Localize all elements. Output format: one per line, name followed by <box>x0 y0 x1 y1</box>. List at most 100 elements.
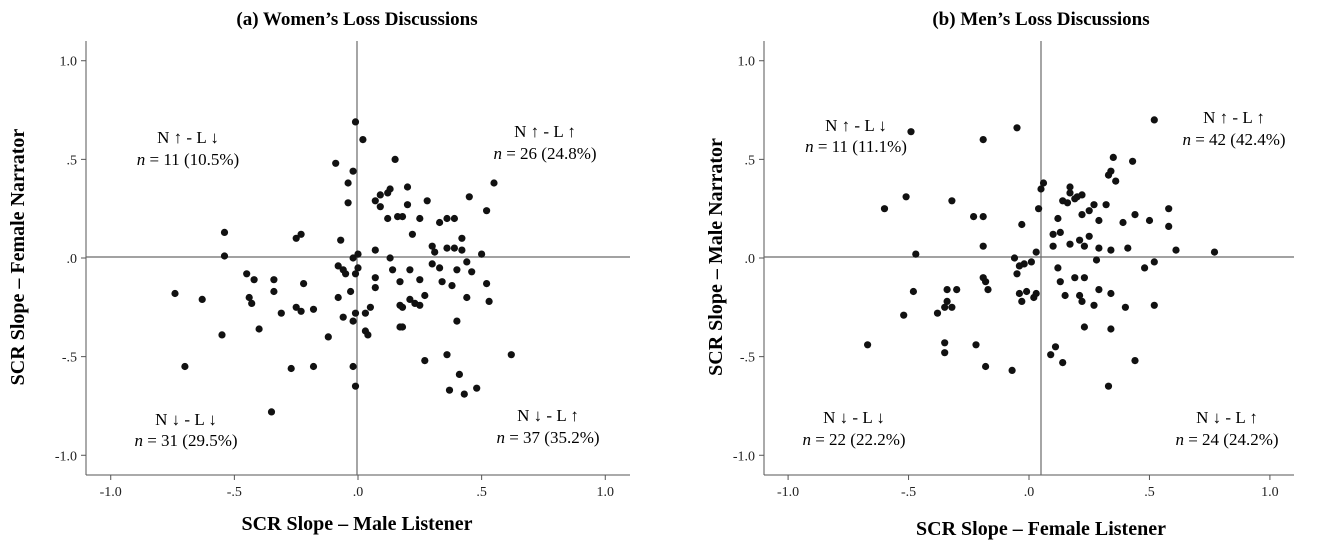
scatter-point <box>1165 222 1173 230</box>
scatter-point <box>443 351 451 359</box>
panel-b-q-top-right-count: n = 42 (42.4%) <box>1182 130 1285 149</box>
panel-b-points <box>864 116 1219 390</box>
scatter-point <box>354 250 362 258</box>
scatter-point <box>267 408 276 416</box>
scatter-point <box>416 301 424 309</box>
panel-a-q-top-left-count: n = 11 (10.5%) <box>137 150 239 169</box>
scatter-point <box>1020 260 1028 268</box>
scatter-point <box>1032 289 1040 298</box>
scatter-point <box>181 362 189 371</box>
panel-a-points <box>171 118 515 416</box>
scatter-point <box>909 287 917 296</box>
y-tick-label: -.5 <box>740 351 755 366</box>
scatter-point <box>1119 218 1127 227</box>
scatter-point <box>1035 205 1043 213</box>
scatter-point <box>902 193 910 201</box>
scatter-point <box>443 244 451 252</box>
y-tick-label: 1.0 <box>738 55 756 70</box>
scatter-point <box>391 155 399 163</box>
panel-b-q-top-left-heading: N ↑ - L ↓ <box>825 116 887 135</box>
scatter-point <box>948 197 956 205</box>
panel-a-q-bottom-left-heading: N ↓ - L ↓ <box>155 410 217 429</box>
scatter-point <box>984 286 992 294</box>
scatter-point <box>1141 264 1149 272</box>
panel-b-q-bottom-right-count: n = 24 (24.2%) <box>1175 430 1278 449</box>
scatter-point <box>1078 297 1086 305</box>
scatter-point <box>376 203 384 211</box>
scatter-point <box>398 213 407 221</box>
scatter-point <box>403 183 412 191</box>
scatter-point <box>371 246 379 254</box>
scatter-point <box>1049 242 1057 250</box>
scatter-point <box>900 311 908 319</box>
scatter-point <box>1090 301 1098 309</box>
panel-b-q-bottom-left-heading: N ↓ - L ↓ <box>823 408 885 427</box>
scatter-point <box>408 230 416 238</box>
y-tick-label: -.5 <box>62 351 77 366</box>
scatter-point <box>453 317 461 325</box>
scatter-point <box>1145 216 1154 225</box>
scatter-point <box>436 218 444 227</box>
scatter-point <box>255 325 263 333</box>
panel-a-title: (a) Women’s Loss Discussions <box>236 9 477 30</box>
scatter-point <box>1150 116 1158 124</box>
panel-b-y-axis-label: SCR Slope – Male Narrator <box>705 138 727 376</box>
scatter-point <box>1104 171 1113 179</box>
panel-a-q-bottom-right-heading: N ↓ - L ↑ <box>517 406 579 425</box>
scatter-point <box>490 179 498 187</box>
scatter-point <box>1066 240 1074 248</box>
scatter-point <box>396 278 404 286</box>
scatter-point <box>1210 248 1219 256</box>
scatter-point <box>347 287 355 296</box>
scatter-point <box>450 244 458 252</box>
scatter-point <box>1078 211 1086 219</box>
scatter-point <box>1054 264 1062 272</box>
scatter-point <box>1071 274 1079 282</box>
scatter-point <box>1092 256 1101 264</box>
scatter-point <box>972 341 980 349</box>
x-tick-label: -1.0 <box>777 485 799 500</box>
scatter-point <box>1080 242 1088 250</box>
scatter-point <box>1095 216 1103 225</box>
scatter-point <box>1107 246 1115 254</box>
scatter-point <box>349 362 357 371</box>
panel-a-q-top-right-heading: N ↑ - L ↑ <box>514 122 576 141</box>
panel-a-q-bottom-left-count: n = 31 (29.5%) <box>134 431 237 450</box>
scatter-point <box>1080 323 1088 331</box>
scatter-point <box>277 309 285 317</box>
scatter-point <box>354 264 362 272</box>
scatter-point <box>371 284 379 292</box>
scatter-point <box>292 234 300 242</box>
panel-a-x-axis-label: SCR Slope – Male Listener <box>241 513 472 535</box>
scatter-point <box>1131 211 1139 219</box>
scatter-point <box>1165 205 1173 213</box>
scatter-point <box>398 323 407 331</box>
scatter-point <box>465 193 473 201</box>
panel-b-q-top-left-count: n = 11 (11.1%) <box>805 137 907 156</box>
scatter-point <box>351 382 360 390</box>
scatter-point <box>1027 258 1035 266</box>
y-tick-label: .5 <box>745 153 756 168</box>
scatter-point <box>941 339 949 347</box>
scatter-point <box>287 364 295 373</box>
scatter-point <box>982 278 990 286</box>
scatter-point <box>1056 228 1064 236</box>
scatter-point <box>1063 199 1072 207</box>
scatter-point <box>453 266 461 274</box>
scatter-point <box>1150 301 1158 309</box>
scatter-point <box>941 303 949 311</box>
panel-a-x-ticks: -1.0 -.5 .0 .5 1.0 <box>100 475 614 500</box>
scatter-point <box>349 317 357 325</box>
scatter-point <box>455 370 463 378</box>
scatter-point <box>1047 351 1055 359</box>
scatter-point <box>458 246 466 254</box>
scatter-point <box>1172 246 1180 254</box>
scatter-point <box>423 197 431 205</box>
scatter-point <box>1066 183 1074 191</box>
scatter-point <box>344 179 352 187</box>
scatter-point <box>1054 214 1062 223</box>
scatter-panel-a: (a) Women’s Loss Discussions -1.0 -.5 .0 .5… <box>7 9 630 535</box>
scatter-point <box>351 309 360 317</box>
scatter-point <box>450 214 458 223</box>
scatter-point <box>1023 287 1031 296</box>
